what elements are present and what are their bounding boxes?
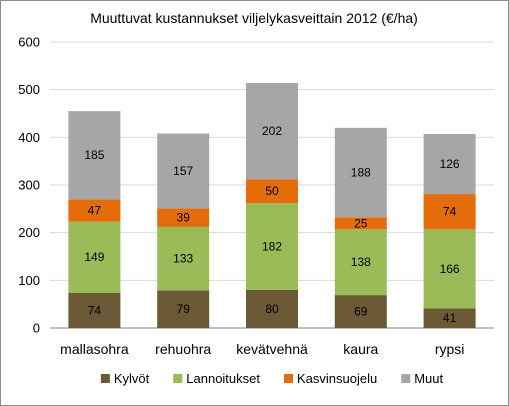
bar-segment (334, 229, 387, 296)
bar-segment (423, 229, 476, 309)
data-label: 182 (262, 239, 282, 253)
data-label: 25 (354, 216, 368, 230)
data-label: 69 (354, 305, 368, 319)
bar-segment (423, 308, 476, 328)
bar-segment (334, 217, 387, 230)
bar-segment (423, 133, 476, 195)
bar-segment (68, 199, 121, 222)
data-label: 41 (443, 311, 457, 325)
bar-segment (157, 290, 210, 328)
legend-item: Kasvinsuojelu (284, 371, 377, 386)
legend-item: Lannoitukset (173, 371, 260, 386)
data-label: 39 (177, 211, 191, 225)
x-category-label: mallasohra (60, 341, 129, 357)
data-label: 74 (443, 205, 457, 219)
y-tick-label: 600 (18, 35, 40, 50)
bar-segment (157, 226, 210, 291)
legend-item: Muut (401, 371, 444, 386)
x-category-label: kaura (343, 341, 378, 357)
x-category-label: rypsi (435, 341, 465, 357)
bar-segment (334, 127, 387, 218)
data-label: 47 (88, 204, 102, 218)
data-label: 149 (84, 250, 104, 264)
y-tick-label: 300 (18, 178, 40, 193)
legend-swatch (173, 374, 183, 383)
bar-segment (246, 289, 298, 328)
y-tick-label: 0 (33, 321, 40, 336)
data-label: 79 (177, 302, 191, 316)
data-label: 202 (262, 124, 282, 138)
data-label: 133 (173, 252, 193, 266)
y-tick-label: 500 (18, 82, 40, 97)
bar-segment (246, 203, 298, 290)
chart-title: Muuttuvat kustannukset viljelykasveittai… (90, 10, 418, 26)
x-axis: mallasohra rehuohra kevätvehnä kaura rypsi (60, 341, 464, 357)
data-label: 157 (173, 164, 193, 178)
x-category-label: kevätvehnä (236, 341, 308, 357)
data-label: 126 (440, 157, 460, 171)
data-label: 74 (88, 303, 102, 317)
data-label: 138 (351, 255, 371, 269)
legend-swatch (401, 374, 411, 383)
legend-swatch (100, 374, 110, 383)
bar-segment (68, 221, 121, 293)
bars: 74 149 47 185 79 133 39 157 80 182 50 202 69 138 25 188… (68, 82, 476, 328)
bar-segment (68, 292, 121, 328)
bar-segment (157, 133, 210, 209)
x-category-label: rehuohra (155, 341, 211, 357)
legend-label: Lannoitukset (186, 371, 260, 386)
legend-item: Kylvöt (100, 371, 150, 386)
y-tick-label: 200 (18, 225, 40, 240)
bar-segment (68, 111, 121, 200)
data-label: 188 (351, 166, 371, 180)
legend-label: Kylvöt (114, 371, 150, 386)
data-label: 80 (265, 302, 279, 316)
data-label: 185 (84, 148, 104, 162)
y-axis-ticks: 0 100 200 300 400 500 600 (18, 35, 40, 336)
legend-label: Muut (414, 371, 443, 386)
y-tick-label: 100 (18, 273, 40, 288)
bar-segment (157, 208, 210, 227)
bar-segment (334, 295, 387, 328)
bar-segment (246, 179, 298, 204)
bar-segment (423, 194, 476, 230)
legend: Kylvöt Lannoitukset Kasvinsuojelu Muut (100, 371, 444, 386)
legend-label: Kasvinsuojelu (297, 371, 377, 386)
data-label: 166 (440, 262, 460, 276)
data-label: 50 (265, 184, 279, 198)
bar-segment (246, 82, 298, 180)
y-tick-label: 400 (18, 130, 40, 145)
legend-swatch (284, 374, 294, 383)
